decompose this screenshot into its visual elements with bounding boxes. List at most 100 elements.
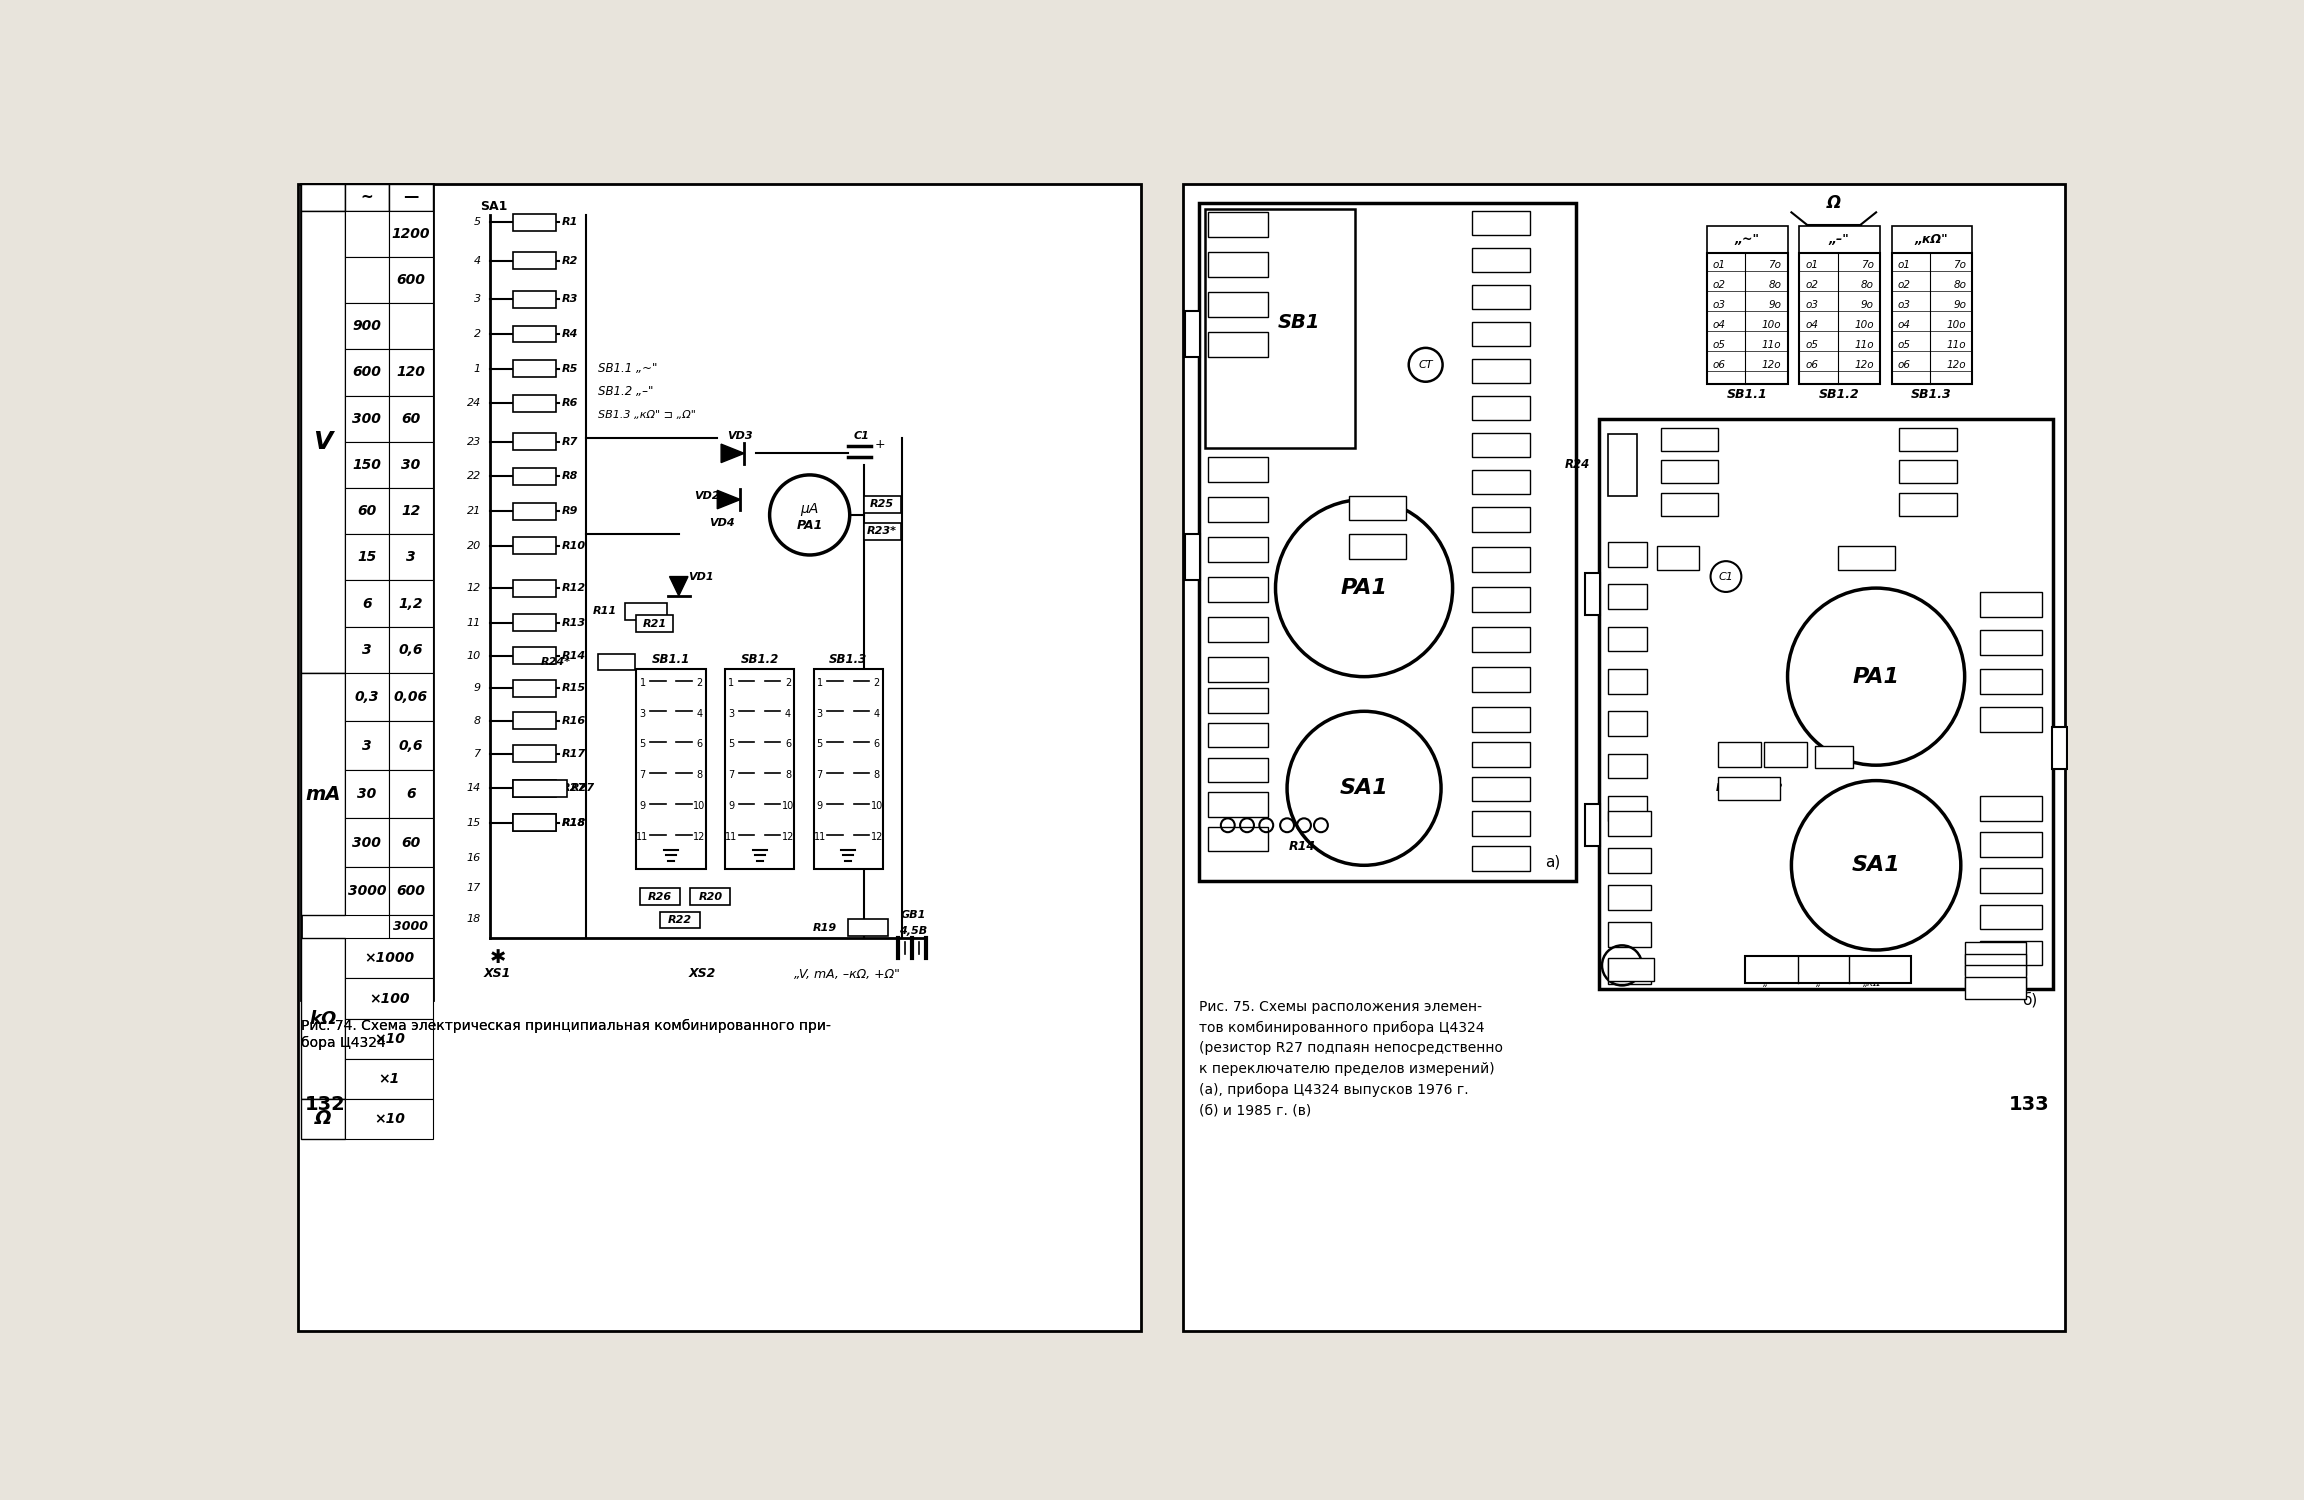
Text: 10: 10 [871,801,882,812]
Bar [389,580,433,627]
Text: 9о: 9о [1954,300,1965,309]
Text: „кΩ": „кΩ" [1864,978,1887,988]
Bar [389,211,433,256]
Bar [514,468,555,484]
Text: VD4: VD4 [710,518,735,528]
Text: R5.1: R5.1 [1223,543,1253,556]
Bar [1661,427,1719,451]
Text: V: V [313,430,332,454]
Bar [389,350,433,396]
Bar [1472,432,1530,457]
Text: 12: 12 [401,504,419,518]
Text: 30: 30 [401,458,419,472]
Bar [346,722,389,770]
Text: 7о: 7о [1769,260,1781,270]
Bar [1207,292,1267,316]
Bar [1719,742,1760,766]
Bar [346,396,389,442]
Text: 12о: 12о [1855,360,1873,370]
Bar [1965,954,2025,975]
Bar [346,350,389,396]
Text: VD2: VD2 [1615,634,1640,644]
Bar [1585,573,1601,615]
Text: SB1.3 „кΩ" ⊐ „Ω": SB1.3 „кΩ" ⊐ „Ω" [599,410,696,420]
Text: SB1.3: SB1.3 [1912,387,1951,400]
Text: б): б) [2023,992,2037,1008]
Bar [1979,708,2041,732]
Text: SB1.3: SB1.3 [829,652,866,666]
Bar [636,669,705,868]
Text: 60: 60 [401,411,419,426]
Text: 12о: 12о [1763,360,1781,370]
Text: SA1: SA1 [1852,855,1901,876]
Text: 7: 7 [641,770,645,780]
Text: R2.2: R2.2 [1981,970,2009,981]
Bar [389,867,433,915]
Text: о6: о6 [1806,360,1818,370]
Bar [1765,742,1806,766]
Text: VD1: VD1 [1615,591,1640,602]
Text: о5: о5 [1898,340,1910,350]
Bar [1898,460,1956,483]
Text: R11.1: R11.1 [1610,892,1647,903]
Bar [514,537,555,554]
Bar [1608,711,1647,736]
Text: 11о: 11о [1763,340,1781,350]
Bar [514,815,555,831]
Text: 8о: 8о [1954,279,1965,290]
Text: R8.1: R8.1 [1486,513,1516,526]
Bar [389,915,433,939]
Bar [389,627,433,674]
Text: SB1: SB1 [1276,314,1320,332]
Bar [864,495,901,513]
Text: 20: 20 [468,542,482,550]
Text: ✱: ✱ [491,948,507,968]
Bar [636,615,673,632]
Text: R27: R27 [571,783,594,794]
Text: а): а) [1546,853,1560,868]
Text: R5.2: R5.2 [1998,840,2025,849]
Bar [514,712,555,729]
Text: 1200: 1200 [392,226,431,242]
Bar [1965,942,2025,964]
Bar [1892,226,1972,254]
Text: 3: 3 [475,294,482,304]
Bar [346,674,389,722]
Text: 600: 600 [353,366,382,380]
Text: SA1: SA1 [479,201,507,213]
Text: R4.2: R4.2 [1998,912,2025,922]
Bar [691,888,730,906]
Text: 12о: 12о [1947,360,1965,370]
Bar [1608,849,1650,873]
Text: R8.1: R8.1 [1915,466,1942,477]
Text: 1: 1 [816,678,823,688]
Text: R14: R14 [1288,840,1316,852]
Bar [346,488,389,534]
Text: 900: 900 [353,320,382,333]
Text: R7.2: R7.2 [1223,833,1253,846]
Text: 7о: 7о [1862,260,1873,270]
Bar [1898,427,1956,451]
Bar [1472,812,1530,836]
Bar [1608,753,1647,778]
Text: „V, mA, –кΩ, +Ω": „V, mA, –кΩ, +Ω" [795,968,901,981]
Text: 7: 7 [728,770,735,780]
Bar [297,184,1140,1330]
Text: R4.2: R4.2 [1223,622,1253,636]
Text: 10: 10 [468,651,482,662]
Text: R25: R25 [871,500,894,508]
Bar [389,184,433,211]
Text: R16: R16 [1822,752,1846,762]
Text: 11: 11 [468,618,482,627]
Text: 15: 15 [468,818,482,828]
Bar [1472,211,1530,236]
Text: 2: 2 [786,678,790,688]
Bar [346,303,389,350]
Text: о3: о3 [1712,300,1726,309]
Bar [1979,940,2041,966]
Text: о2: о2 [1712,279,1726,290]
Bar [1707,254,1788,384]
Text: 16: 16 [468,852,482,862]
Text: XS1: XS1 [484,966,511,980]
Text: Рис. 75. Схемы расположения элемен-
тов комбинированного прибора Ц4324
(резистор: Рис. 75. Схемы расположения элемен- тов … [1198,1000,1502,1118]
